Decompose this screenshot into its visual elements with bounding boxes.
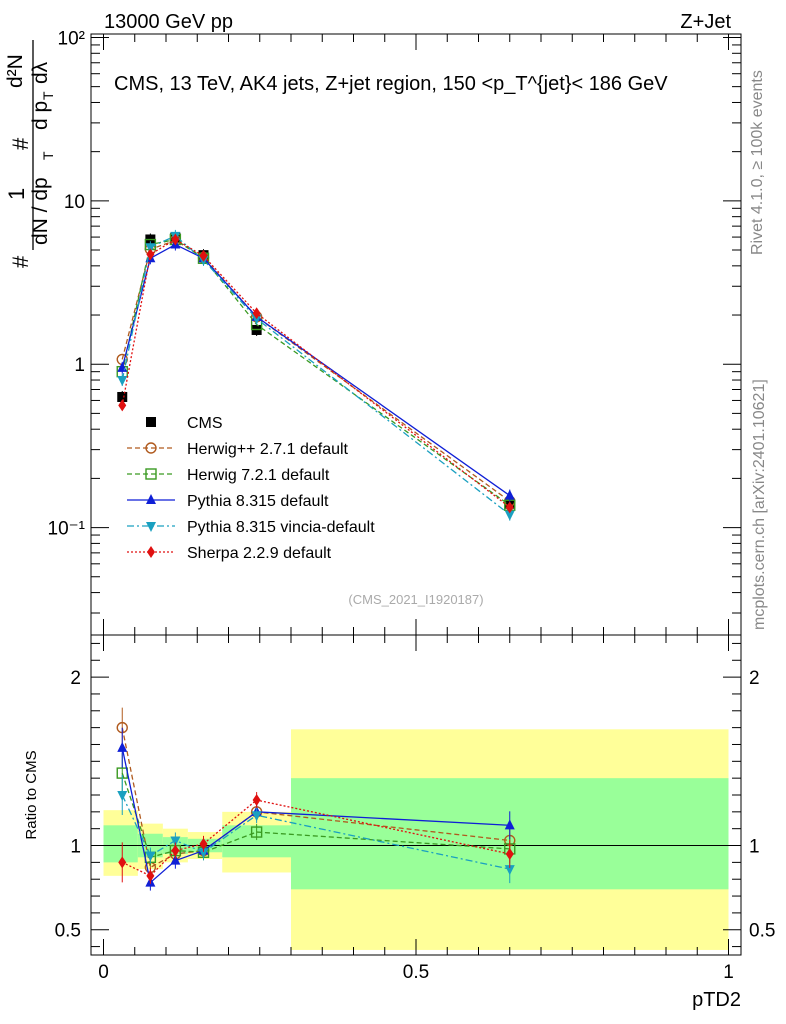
ratio-y-tick-label-right: 2: [749, 668, 760, 689]
legend-marker: [147, 546, 155, 558]
x-axis-label: pTD2: [692, 989, 741, 1011]
ratio-series-3: [117, 775, 515, 884]
legend-label: Sherpa 2.2.9 default: [187, 545, 332, 562]
y-tick-label: 10⁻¹: [48, 519, 86, 540]
series-line: [121, 235, 511, 516]
data-point: [199, 249, 208, 262]
ratio-line: [121, 772, 510, 859]
ratio-point: [250, 826, 263, 838]
svg-text:dλ: dλ: [29, 61, 52, 84]
svg-text:d p: d p: [29, 101, 52, 130]
legend-marker: [146, 417, 156, 427]
main-series-group: [116, 229, 516, 521]
ratio-line: [121, 799, 510, 877]
ratio-uncertainty-bands: [103, 729, 729, 950]
ratio-y-tick-label-right: 0.5: [749, 921, 775, 942]
svg-text:#: #: [8, 255, 33, 268]
svg-text:T: T: [40, 151, 56, 160]
data-point: [117, 391, 128, 402]
x-tick-label: 0: [98, 962, 109, 983]
ratio-point: [145, 851, 156, 862]
ratio-series-group: [116, 707, 516, 891]
ratio-y-tick-label-right: 1: [749, 837, 760, 858]
series-1: [116, 234, 516, 507]
y-tick-label: 10: [64, 192, 85, 213]
legend-label: Herwig 7.2.1 default: [187, 467, 330, 484]
svg-text:d²N: d²N: [4, 54, 27, 88]
ratio-point: [252, 794, 261, 807]
energy-label: 13000 GeV pp: [104, 11, 233, 33]
ratio-point: [117, 791, 128, 801]
y-tick-label: 1: [74, 355, 85, 376]
series-5: [118, 233, 514, 514]
ratio-point: [171, 844, 180, 857]
ratio-point: [146, 869, 155, 882]
ratio-point: [199, 837, 208, 850]
series-line: [121, 238, 511, 506]
ratio-y-tick-label: 1: [70, 837, 81, 858]
ratio-point: [505, 847, 514, 860]
ratio-axis-ticks: 0.5 0.5 1 1 2 2 0 0.5 1: [55, 635, 775, 983]
svg-text:1: 1: [4, 188, 29, 200]
data-point: [251, 314, 262, 325]
legend-label: Herwig++ 2.7.1 default: [187, 441, 349, 458]
rivet-label: Rivet 4.1.0, ≥ 100k events: [749, 70, 766, 255]
legend-marker: [145, 468, 157, 480]
data-point: [504, 489, 515, 500]
inner-band: [103, 825, 138, 863]
analysis-watermark: (CMS_2021_I1920187): [348, 592, 483, 607]
data-point: [171, 233, 180, 246]
ratio-point: [170, 854, 181, 865]
svg-text:#: #: [8, 137, 33, 150]
process-label: Z+Jet: [680, 11, 731, 33]
main-y-axis-label: # dN / dp T 1 # d p T dλ d²N: [4, 40, 56, 268]
legend-label: Pythia 8.315 vincia-default: [187, 519, 375, 536]
main-title: CMS, 13 TeV, AK4 jets, Z+jet region, 150…: [114, 73, 668, 95]
mcplots-label: mcplots.cern.ch [arXiv:2401.10621]: [751, 379, 768, 630]
ratio-y-label: Ratio to CMS: [23, 750, 40, 839]
svg-text:dN / dp: dN / dp: [29, 177, 52, 245]
ratio-point: [170, 836, 181, 847]
data-point: [146, 248, 155, 261]
legend-marker: [146, 494, 156, 504]
ratio-line: [121, 727, 510, 869]
series-line: [121, 243, 511, 497]
data-point: [252, 307, 261, 320]
series-line: [121, 239, 511, 502]
ratio-point: [198, 848, 209, 859]
ratio-point: [118, 856, 127, 869]
legend-marker: [146, 522, 156, 532]
main-axis-ticks: 10⁻¹ 1 10 10²: [48, 28, 741, 635]
data-point: [504, 510, 515, 521]
x-tick-label: 1: [723, 962, 734, 983]
ratio-point: [117, 741, 128, 752]
ratio-line: [121, 747, 510, 884]
ratio-y-tick-label: 2: [70, 668, 81, 689]
y-tick-label: 10²: [58, 28, 85, 49]
ratio-line: [121, 794, 510, 870]
data-point: [145, 243, 156, 254]
legend-label: CMS: [187, 415, 223, 432]
data-point: [505, 501, 514, 514]
legend-marker: [145, 442, 157, 454]
ratio-point: [504, 865, 515, 876]
data-point: [118, 399, 127, 412]
ratio-series-4: [118, 792, 514, 884]
x-tick-label: 0.5: [403, 962, 429, 983]
legend: CMS Herwig++ 2.7.1 default Herwig 7.2.1 de…: [127, 415, 375, 562]
ratio-point: [251, 811, 262, 822]
ratio-point: [504, 819, 515, 830]
data-point: [117, 376, 128, 387]
ratio-y-tick-label: 0.5: [55, 921, 81, 942]
legend-label: Pythia 8.315 default: [187, 493, 329, 510]
svg-text:T: T: [40, 91, 56, 100]
